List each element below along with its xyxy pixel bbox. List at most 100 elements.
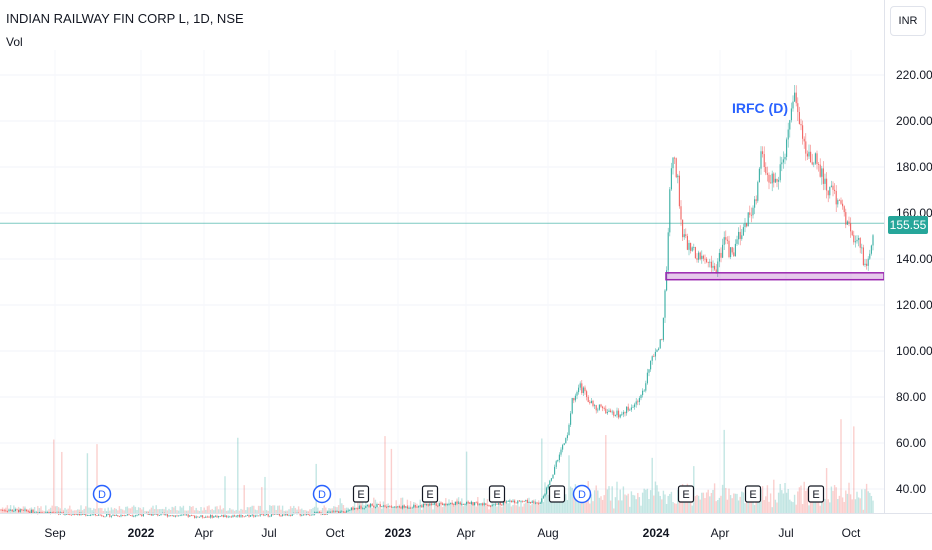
volume-bar xyxy=(168,508,170,513)
volume-bar xyxy=(203,507,205,513)
candle-body xyxy=(384,505,386,507)
candle-body xyxy=(341,511,343,513)
candle-body xyxy=(288,515,290,517)
candle-body xyxy=(504,501,506,503)
candle-body xyxy=(429,503,431,506)
volume-bar xyxy=(797,491,799,513)
candle-body xyxy=(779,164,781,181)
candle-body xyxy=(704,258,706,260)
candle-body xyxy=(710,261,712,268)
candle-body xyxy=(416,506,418,508)
volume-bar xyxy=(824,498,826,513)
earnings-marker[interactable]: E xyxy=(548,485,566,503)
candle-body xyxy=(576,392,578,396)
volume-bar xyxy=(510,506,513,513)
candle-body xyxy=(139,514,141,516)
earnings-marker[interactable]: E xyxy=(744,485,762,503)
candle-body xyxy=(306,513,308,515)
volume-bar xyxy=(507,503,509,513)
candle-body xyxy=(688,242,690,250)
dividend-marker[interactable]: D xyxy=(312,484,332,504)
candle-body xyxy=(266,513,268,515)
candle-body xyxy=(851,231,853,236)
candle-body xyxy=(661,339,663,341)
candle-body xyxy=(160,513,162,516)
volume-bar xyxy=(486,499,489,513)
volume-bar xyxy=(633,495,636,513)
candle-body xyxy=(106,513,108,517)
x-tick-label: 2022 xyxy=(128,526,155,540)
volume-bar xyxy=(3,510,5,513)
volume-bar xyxy=(485,505,487,513)
candle-body xyxy=(198,516,200,518)
candle-body xyxy=(686,236,688,250)
candle-body xyxy=(694,247,696,259)
candle-body xyxy=(187,514,189,517)
volume-bar xyxy=(421,509,423,513)
volume-bar xyxy=(320,510,322,513)
candle-body xyxy=(67,513,69,515)
currency-button[interactable]: INR xyxy=(890,6,926,36)
price-axis[interactable]: 40.0060.0080.00100.00120.00140.00160.001… xyxy=(884,0,932,513)
volume-bar xyxy=(467,500,469,513)
volume-bar xyxy=(464,504,466,513)
volume-bar xyxy=(254,509,257,513)
volume-bar xyxy=(214,506,217,513)
volume-bar xyxy=(838,495,841,513)
candle-body xyxy=(218,515,220,518)
earnings-marker[interactable]: E xyxy=(807,485,825,503)
earnings-marker[interactable]: E xyxy=(677,485,695,503)
volume-bar xyxy=(310,509,313,513)
candle-body xyxy=(205,516,207,518)
volume-bar xyxy=(89,507,92,513)
candle-body xyxy=(578,387,580,393)
volume-bar xyxy=(718,497,721,513)
candle-body xyxy=(602,406,604,409)
y-tick-label: 80.00 xyxy=(896,390,926,404)
candle-body xyxy=(26,509,28,512)
candle-body xyxy=(131,515,133,517)
earnings-marker[interactable]: E xyxy=(352,485,370,503)
candle-body xyxy=(77,513,79,515)
volume-bar xyxy=(249,506,252,513)
volume-bar xyxy=(387,503,389,513)
volume-bar xyxy=(133,505,135,513)
volume-bar xyxy=(584,496,586,513)
earnings-marker[interactable]: E xyxy=(488,485,506,503)
volume-bar xyxy=(849,494,852,513)
candle-body xyxy=(272,514,274,516)
candle-body xyxy=(398,506,400,508)
volume-bar xyxy=(280,509,282,513)
y-tick-label: 220.00 xyxy=(896,68,932,82)
volume-bar xyxy=(211,508,213,513)
candle-body xyxy=(411,507,413,509)
candle-body xyxy=(248,515,250,517)
volume-bar xyxy=(65,509,68,513)
volume-bar xyxy=(329,508,332,513)
volume-bar xyxy=(94,508,97,513)
volume-bar xyxy=(237,437,239,513)
volume-bar xyxy=(832,490,834,513)
candle-body xyxy=(264,514,266,516)
volume-bar xyxy=(149,509,151,513)
volume-bar xyxy=(405,506,407,513)
volume-bar xyxy=(504,499,506,513)
candle-body xyxy=(834,189,836,191)
symbol-title[interactable]: INDIAN RAILWAY FIN CORP L, 1D, NSE xyxy=(6,11,244,26)
dividend-marker[interactable]: D xyxy=(92,484,112,504)
earnings-marker[interactable]: E xyxy=(421,485,439,503)
time-axis[interactable]: Sep 2022 Apr Jul Oct 2023 Apr Aug 2024 Apr Jul Oct xyxy=(0,513,932,541)
candle-body xyxy=(251,514,253,516)
marker-box xyxy=(744,485,762,503)
candle-body xyxy=(592,400,594,406)
volume-bar xyxy=(821,494,823,513)
volume-indicator-label[interactable]: Vol xyxy=(6,35,23,49)
candle-body xyxy=(99,514,101,516)
dividend-marker[interactable]: D xyxy=(572,484,592,504)
volume-bar xyxy=(246,507,249,513)
volume-bar xyxy=(88,507,90,513)
volume-bar xyxy=(81,510,84,513)
volume-bar xyxy=(478,504,481,513)
